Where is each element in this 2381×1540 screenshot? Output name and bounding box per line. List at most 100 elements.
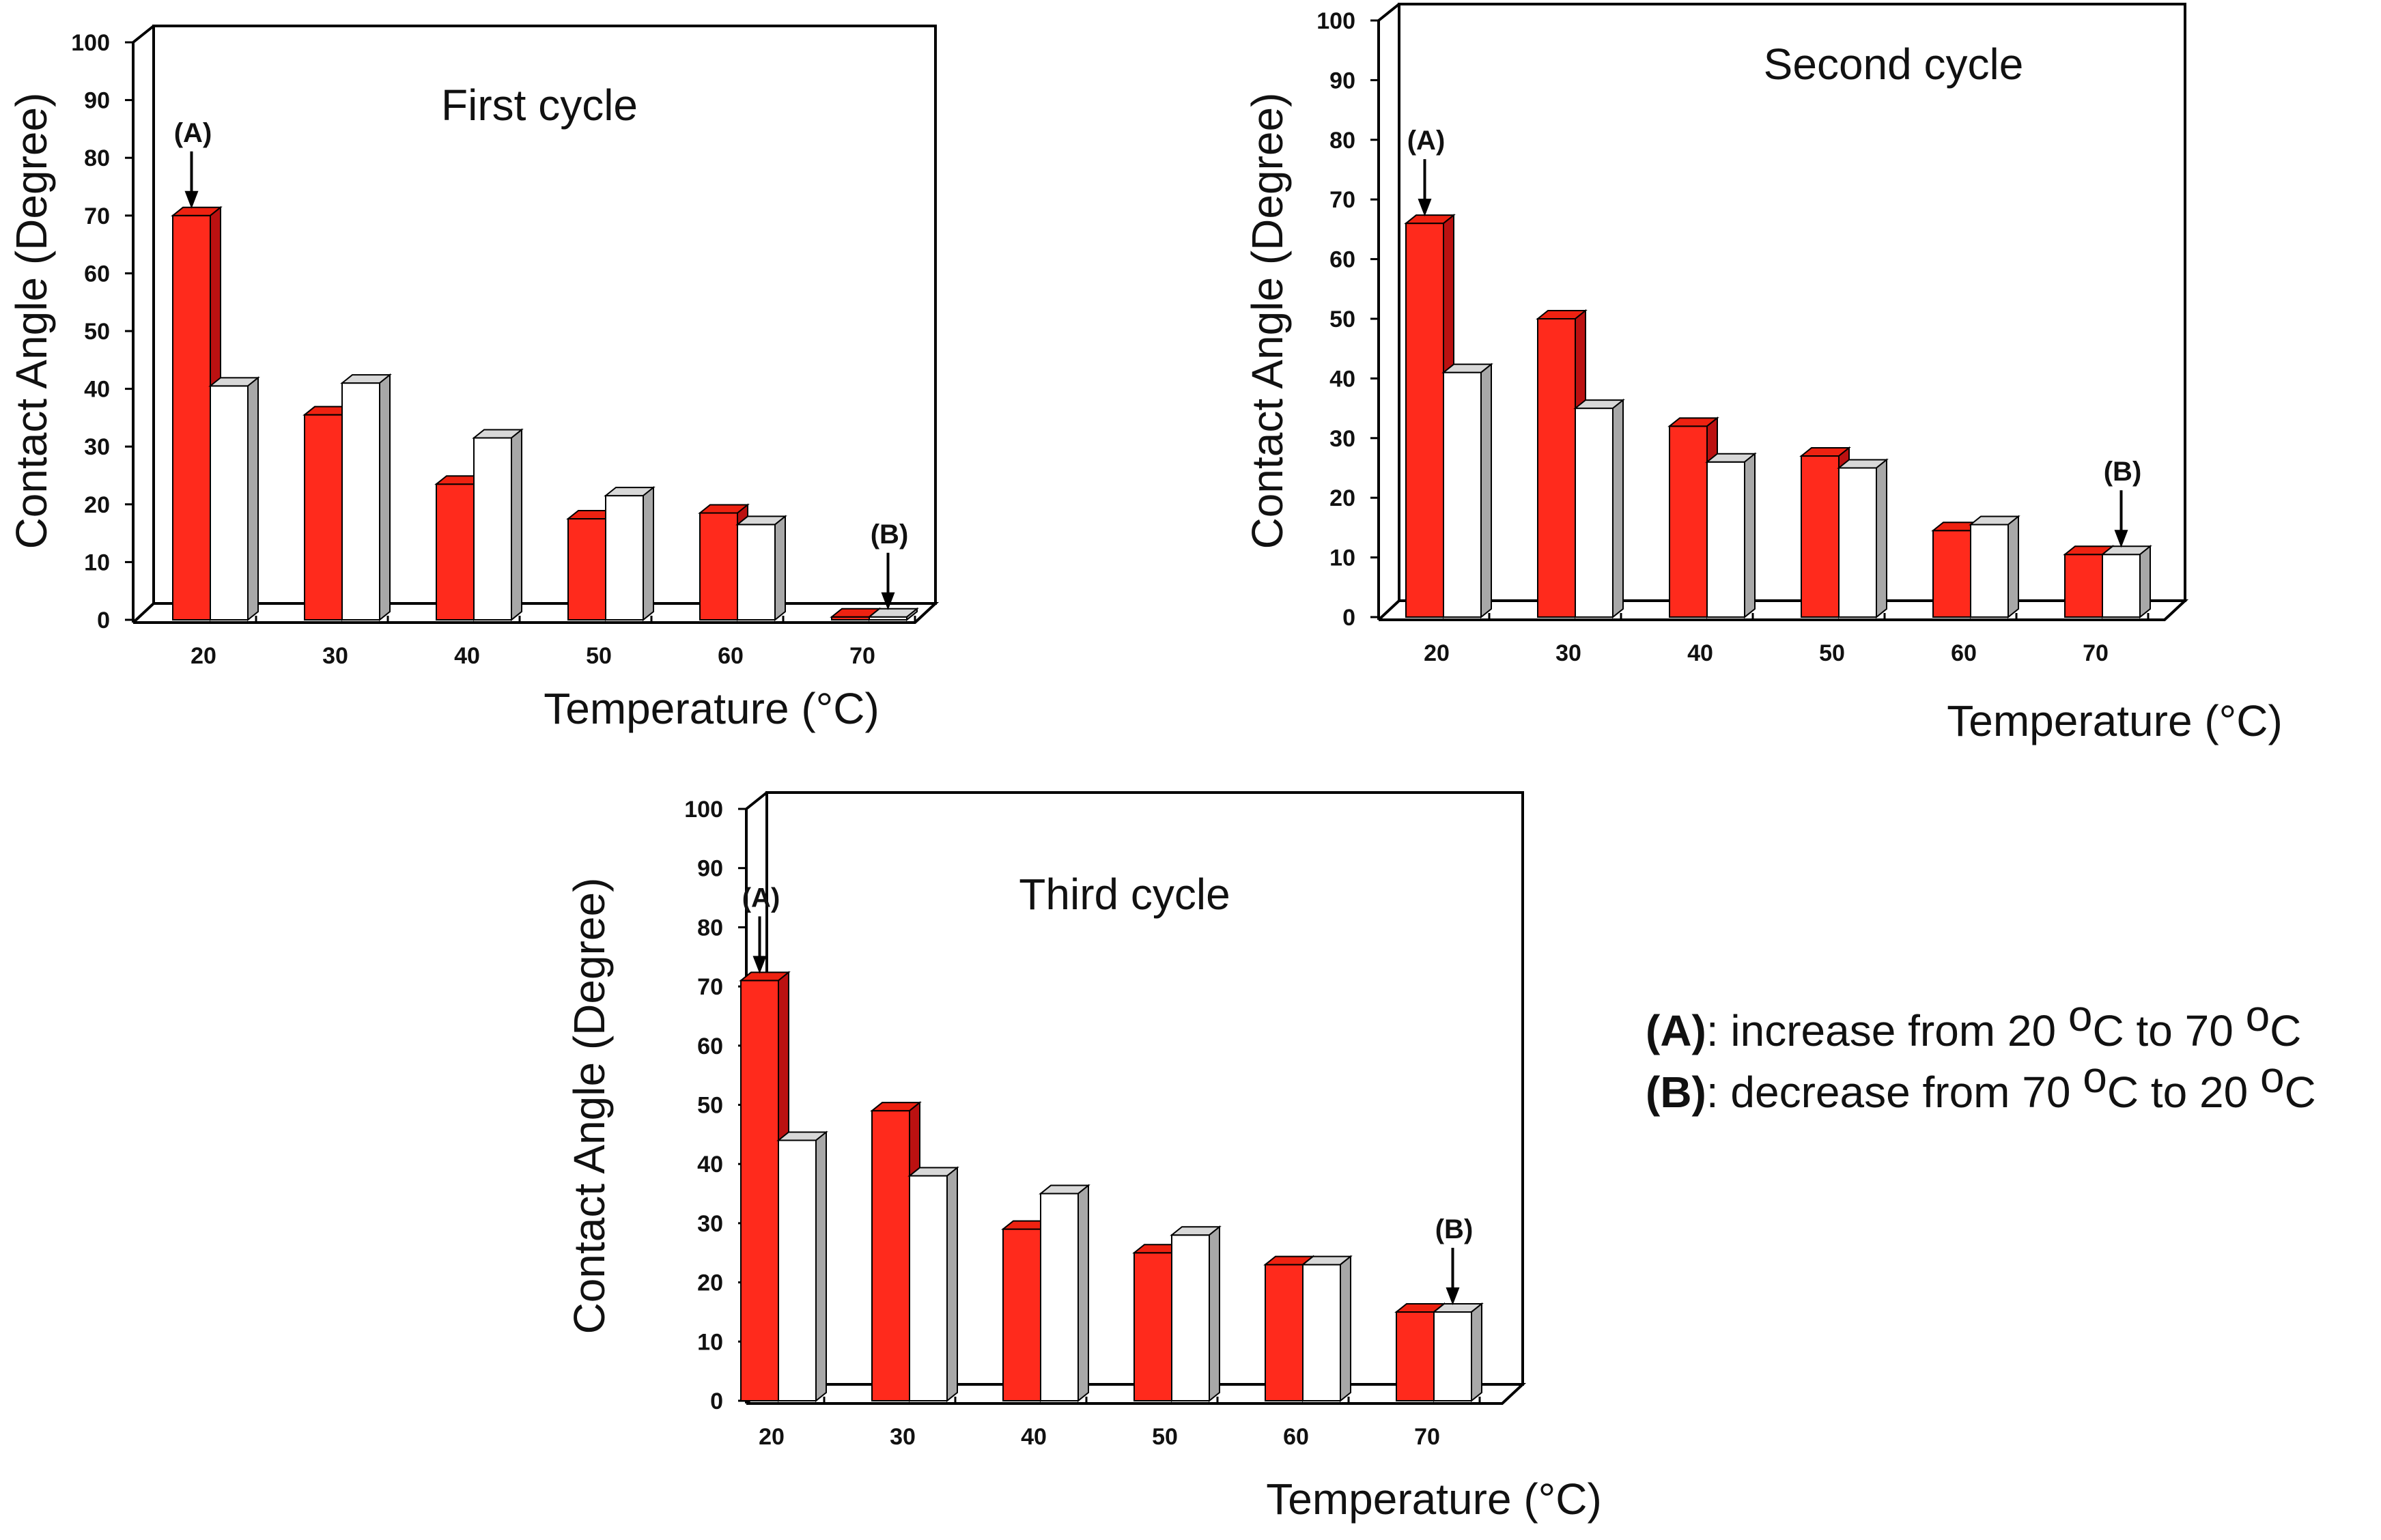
frame-edge (132, 25, 155, 44)
bar (472, 428, 524, 622)
bar-front (210, 385, 249, 621)
y-tick-label: 90 (697, 856, 723, 882)
annotation-a: (A) (174, 118, 212, 209)
bar-side (2139, 545, 2151, 619)
y-axis-label: Contact Angle (Degree) (7, 93, 56, 550)
y-axis-label: Contact Angle (Degree) (565, 878, 614, 1335)
legend-unit: C (2285, 1068, 2316, 1117)
legend-text: C to 70 (2092, 1006, 2245, 1055)
bar-front (1302, 1264, 1341, 1401)
y-tick-label: 30 (84, 434, 110, 460)
y-tick-label: 20 (1329, 485, 1355, 511)
y-tick-label: 70 (697, 974, 723, 1000)
bar (1432, 1302, 1484, 1403)
bar (735, 515, 787, 622)
y-axis-label: Contact Angle (Degree) (1243, 93, 1292, 550)
legend-item-b: (B): decrease from 70 oC to 20 oC (1646, 1053, 2316, 1117)
plot-floor (1377, 599, 2189, 621)
arrow-head (1446, 1287, 1460, 1305)
bar-side (946, 1166, 958, 1403)
bar (340, 373, 392, 622)
bar-front (1970, 524, 2009, 618)
bar-front (909, 1175, 948, 1402)
y-tick-label: 0 (97, 608, 110, 633)
bar (1301, 1255, 1353, 1403)
chart-title: Third cycle (1019, 870, 1230, 919)
bar-front (2102, 554, 2141, 618)
frame-edge (745, 791, 768, 810)
bar (1039, 1184, 1090, 1403)
bar-front (2064, 554, 2103, 618)
y-tick-label: 40 (84, 377, 110, 403)
bar-side (1480, 362, 1492, 619)
annotation-label: (A) (174, 118, 212, 148)
annotation-label: (A) (1407, 126, 1446, 156)
annotation-a: (A) (742, 883, 780, 974)
y-tick-label: 60 (697, 1033, 723, 1059)
x-tick-label: 60 (1951, 640, 1977, 666)
frame-edge (1377, 3, 1400, 22)
y-tick-label: 0 (710, 1388, 723, 1414)
bar-front (1040, 1193, 1079, 1402)
bar-front (1932, 530, 1971, 618)
bar-front (871, 1110, 910, 1402)
y-tick-label: 0 (1342, 605, 1355, 631)
y-tick-label: 20 (697, 1270, 723, 1296)
y-tick-label: 100 (684, 797, 723, 823)
x-tick-label: 40 (1687, 640, 1713, 666)
chart-third-cycle: Third cycle Temperature (°C) Contact Ang… (565, 791, 1602, 1524)
legend-key: (A) (1646, 1006, 1706, 1055)
y-tick-label: 70 (84, 203, 110, 229)
legend-item-a: (A): increase from 20 oC to 70 oC (1646, 991, 2301, 1055)
chart-second-cycle: Second cycle Temperature (°C) Contact An… (1243, 3, 2283, 745)
annotation-label: (B) (1435, 1214, 1474, 1244)
bar (2100, 545, 2152, 619)
bar-side (247, 376, 259, 622)
legend: (A): increase from 20 oC to 70 oC (B): d… (1646, 991, 2316, 1117)
bar-front (1405, 223, 1444, 618)
chart-title: Second cycle (1764, 40, 2024, 89)
bar (1969, 515, 2020, 619)
bar-front (1265, 1264, 1304, 1401)
bar-side (906, 607, 918, 622)
bar-front (1433, 1311, 1472, 1401)
x-tick-label: 50 (1819, 640, 1845, 666)
annotation-b: (B) (1435, 1214, 1474, 1305)
bar-side (1077, 1184, 1089, 1403)
bar-front (172, 214, 211, 621)
y-tick-label: 50 (697, 1093, 723, 1119)
bar-front (699, 512, 738, 621)
y-tick-label: 60 (1329, 247, 1355, 273)
bar-front (1801, 455, 1840, 618)
bar-side (1471, 1302, 1482, 1403)
bar-front (605, 495, 644, 621)
degree-sign: o (2083, 1053, 2107, 1102)
arrow-head (881, 592, 895, 610)
bar-front (567, 517, 606, 621)
bar-front (1133, 1252, 1172, 1401)
y-tick-label: 40 (1329, 366, 1355, 392)
bar-front (304, 414, 343, 621)
annotation-b: (B) (2104, 457, 2141, 548)
x-tick-label: 20 (759, 1424, 785, 1450)
bar-side (511, 428, 522, 622)
degree-sign: o (2246, 991, 2270, 1040)
bar-front (436, 483, 475, 621)
bar-side (774, 515, 786, 622)
legend-unit: C (2270, 1006, 2301, 1055)
plot-floor (132, 602, 940, 624)
degree-sign: o (2068, 991, 2093, 1040)
bar (1705, 452, 1757, 619)
y-tick-label: 70 (1329, 187, 1355, 213)
legend-text: : increase from 20 (1706, 1006, 2068, 1055)
bar-side (815, 1130, 827, 1403)
bar-front (1838, 467, 1877, 618)
plot-frame (1398, 3, 2186, 602)
y-tick-label: 20 (84, 492, 110, 518)
bar-side (379, 373, 391, 622)
x-tick-label: 30 (1555, 640, 1581, 666)
bar-front (778, 1139, 817, 1402)
y-tick-label: 80 (1329, 128, 1355, 154)
annotation-label: (A) (742, 883, 780, 913)
x-tick-label: 20 (1424, 640, 1450, 666)
